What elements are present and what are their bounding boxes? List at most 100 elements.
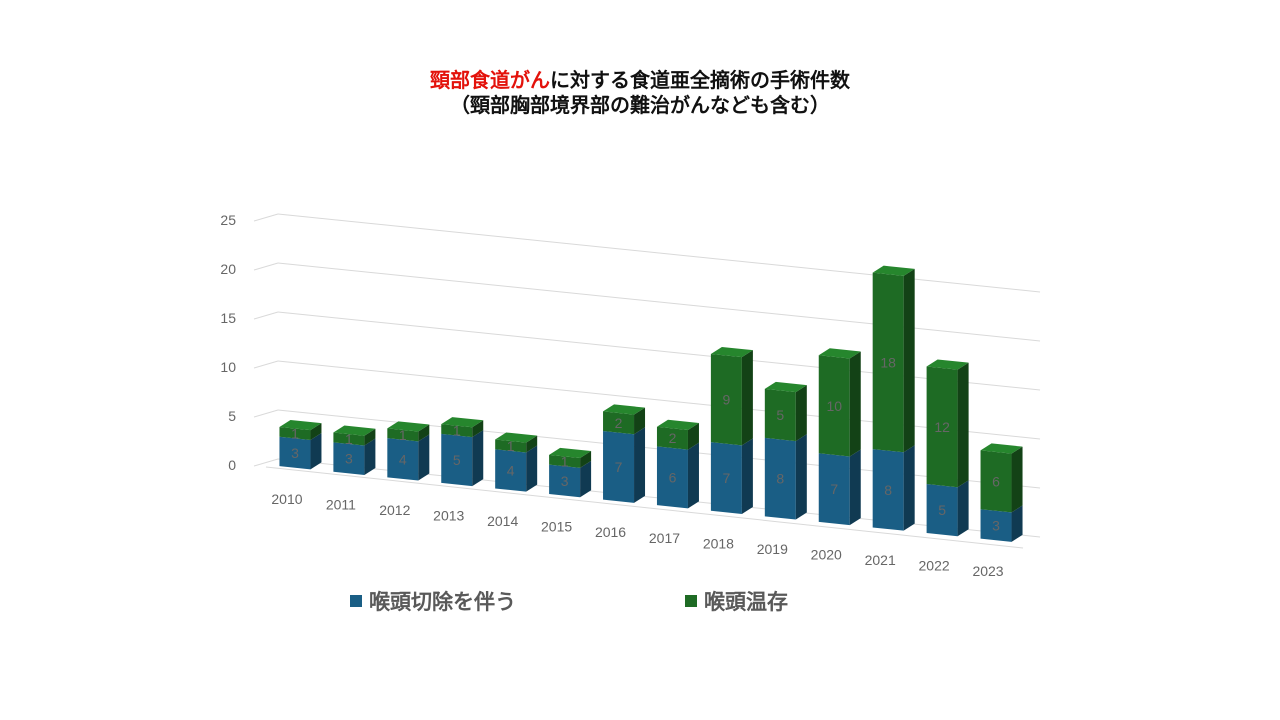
bar-top-2019 (764, 381, 807, 393)
value-label-0-2023: 3 (992, 518, 1000, 534)
bar-top-2013 (441, 417, 484, 428)
value-label-1-2015: 1 (561, 453, 569, 469)
bar-side-0-2023 (1011, 505, 1023, 542)
bar-laryngectomy-2016 (603, 431, 635, 503)
bar-side-0-2022 (957, 480, 969, 537)
x-tick-label-2018: 2018 (703, 535, 734, 551)
gridline-15 (277, 311, 1041, 391)
value-label-1-2021: 18 (880, 354, 896, 370)
value-label-1-2011: 1 (345, 431, 353, 447)
x-tick-label-2017: 2017 (649, 530, 680, 546)
bar-side-0-2020 (849, 449, 861, 526)
legend-swatch-larynx-preserved (685, 595, 697, 607)
title-rest: に対する食道亜全摘術の手術件数 (550, 68, 850, 92)
bar-side-1-2019 (795, 385, 807, 442)
bar-top-2023 (980, 443, 1023, 454)
value-label-1-2016: 2 (615, 415, 623, 431)
value-label-0-2014: 4 (507, 462, 515, 478)
bar-laryngectomy-2012 (387, 438, 419, 481)
gridline-20 (277, 262, 1041, 342)
value-label-0-2021: 8 (884, 482, 892, 498)
value-label-0-2013: 5 (453, 452, 461, 468)
value-label-1-2012: 1 (399, 427, 407, 443)
y-tick-label-15: 15 (220, 310, 236, 326)
bar-side-0-2018 (741, 438, 753, 514)
bar-side-0-2016 (634, 427, 646, 503)
bar-top-2014 (495, 432, 538, 443)
x-tick-label-2022: 2022 (919, 558, 950, 574)
y-tick-label-10: 10 (220, 359, 236, 375)
bar-larynx-preserved-2010 (279, 426, 311, 440)
value-label-1-2018: 9 (722, 392, 730, 408)
bar-larynx-preserved-2022 (926, 366, 958, 488)
gridline-side-20 (253, 262, 279, 271)
bar-top-2016 (603, 404, 646, 415)
bar-side-0-2015 (580, 460, 592, 498)
bar-side-1-2016 (634, 407, 646, 435)
bar-laryngectomy-2014 (495, 449, 527, 492)
x-tick-label-2012: 2012 (379, 502, 410, 518)
gridline-side-10 (253, 360, 279, 369)
bar-top-2021 (872, 265, 915, 276)
bar-side-0-2021 (903, 445, 915, 531)
value-label-1-2010: 1 (291, 425, 299, 441)
bar-top-2015 (549, 447, 592, 459)
value-label-0-2019: 8 (776, 471, 784, 487)
gridline-side-5 (253, 409, 279, 418)
bar-side-0-2012 (418, 434, 430, 481)
bar-larynx-preserved-2011 (333, 432, 365, 446)
bar-side-0-2019 (795, 434, 807, 520)
value-label-0-2020: 7 (830, 481, 838, 497)
bar-side-1-2020 (849, 351, 861, 457)
bar-side-1-2013 (472, 420, 484, 438)
chart-legend: 喉頭切除を伴う 喉頭温存 (0, 586, 1280, 616)
bar-side-1-2015 (580, 451, 592, 468)
bar-side-0-2017 (687, 442, 699, 509)
bar-larynx-preserved-2018 (710, 353, 742, 446)
legend-swatch-laryngectomy (350, 595, 362, 607)
bar-larynx-preserved-2023 (980, 450, 1012, 513)
bar-larynx-preserved-2020 (818, 355, 850, 457)
bar-top-2022 (926, 359, 969, 370)
x-tick-label-2010: 2010 (271, 491, 302, 507)
x-tick-label-2014: 2014 (487, 513, 518, 529)
value-label-0-2012: 4 (399, 451, 407, 467)
bar-larynx-preserved-2017 (656, 426, 688, 450)
value-label-1-2023: 6 (992, 473, 1000, 489)
bar-top-2018 (710, 346, 753, 358)
value-label-1-2019: 5 (776, 407, 784, 423)
bar-laryngectomy-2021 (872, 449, 904, 531)
chart-subtitle: （頸部胸部境界部の難治がんなども含む） (450, 93, 830, 117)
x-tick-label-2011: 2011 (326, 496, 356, 512)
legend-label-laryngectomy: 喉頭切除を伴う (369, 590, 516, 614)
value-label-1-2013: 1 (453, 423, 461, 439)
value-label-0-2011: 3 (345, 451, 353, 467)
gridline-side-0 (253, 458, 279, 467)
value-label-0-2016: 7 (615, 459, 623, 475)
bar-larynx-preserved-2016 (603, 411, 635, 435)
bar-laryngectomy-2011 (333, 442, 365, 475)
x-tick-label-2013: 2013 (433, 508, 464, 524)
bar-larynx-preserved-2014 (495, 439, 527, 453)
bar-larynx-preserved-2019 (764, 388, 796, 442)
value-label-0-2022: 5 (938, 502, 946, 518)
x-tick-label-2023: 2023 (972, 563, 1003, 579)
bar-side-1-2023 (1011, 446, 1023, 513)
bar-laryngectomy-2022 (926, 484, 958, 537)
gridline-25 (277, 213, 1041, 293)
value-label-0-2017: 6 (669, 469, 677, 485)
bar-side-1-2018 (741, 350, 753, 446)
bar-laryngectomy-2010 (279, 436, 311, 470)
y-tick-label-0: 0 (228, 457, 236, 473)
bar-side-1-2021 (903, 268, 915, 453)
bar-laryngectomy-2013 (441, 433, 473, 487)
x-tick-label-2015: 2015 (541, 519, 572, 535)
bar-laryngectomy-2018 (710, 442, 742, 514)
floor-edge (265, 466, 1024, 549)
legend-item-laryngectomy: 喉頭切除を伴う (350, 586, 516, 616)
bar-larynx-preserved-2021 (872, 272, 904, 453)
bar-larynx-preserved-2012 (387, 428, 419, 442)
bar-side-1-2011 (364, 428, 376, 446)
